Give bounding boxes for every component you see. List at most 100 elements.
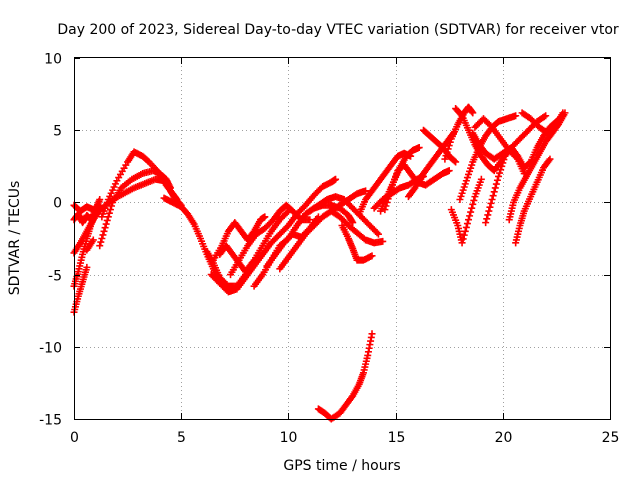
data-point	[105, 209, 113, 217]
data-point	[484, 211, 492, 219]
data-point	[96, 242, 104, 250]
data-point	[495, 172, 503, 180]
x-tick-label: 5	[177, 430, 186, 446]
data-point	[415, 144, 423, 152]
data-point	[349, 219, 357, 227]
data-point	[452, 158, 460, 166]
data-point	[362, 187, 370, 195]
series-arc-05	[70, 201, 104, 215]
data-point	[103, 216, 111, 224]
series-arc-06	[83, 236, 97, 254]
y-axis-label: SDTVAR / TECUs	[7, 181, 23, 296]
data-marks	[70, 103, 569, 423]
data-point	[498, 162, 506, 170]
data-point	[470, 196, 478, 204]
data-point	[467, 208, 475, 216]
data-point	[488, 196, 496, 204]
series-arc-34	[447, 175, 485, 247]
data-point	[102, 220, 110, 228]
data-point	[464, 216, 472, 224]
data-point	[106, 206, 114, 214]
y-tick-label: -10	[39, 341, 62, 357]
series-arc-38	[512, 155, 554, 247]
data-point	[382, 202, 390, 210]
data-point	[254, 253, 262, 261]
data-point	[99, 231, 107, 239]
series-arc-35	[482, 112, 567, 227]
data-point	[477, 175, 485, 183]
data-point	[261, 213, 269, 221]
data-point	[373, 229, 381, 237]
series-arc-13	[209, 213, 269, 264]
x-tick-label: 20	[495, 430, 513, 446]
y-tick-label: -15	[39, 413, 62, 429]
data-point	[97, 238, 105, 246]
data-point	[441, 155, 449, 163]
data-point	[546, 155, 554, 163]
data-point	[374, 230, 382, 238]
data-point	[460, 231, 468, 239]
data-point	[483, 215, 491, 223]
data-point	[463, 220, 471, 228]
data-point	[459, 235, 467, 243]
series-arc-27	[404, 129, 457, 201]
data-point	[306, 216, 314, 224]
data-point	[487, 199, 495, 207]
data-point	[253, 254, 261, 262]
series-arc-30	[441, 103, 477, 163]
data-point	[490, 188, 498, 196]
data-point	[89, 236, 97, 244]
data-point	[497, 166, 505, 174]
data-point	[540, 113, 548, 121]
series-arc-22	[314, 330, 376, 423]
data-point	[100, 227, 108, 235]
data-point	[492, 180, 500, 188]
data-point	[493, 176, 501, 184]
data-point	[462, 223, 470, 231]
x-axis: 0 5 10 15 20 25	[70, 58, 619, 446]
data-point	[542, 112, 550, 120]
data-point	[445, 167, 453, 175]
data-point	[500, 156, 508, 164]
data-point	[384, 195, 392, 203]
y-axis: -15 -10 -5 0 5 10	[39, 52, 610, 429]
data-point	[101, 224, 109, 232]
y-tick-label: 10	[44, 52, 62, 68]
data-point	[491, 184, 499, 192]
data-point	[489, 192, 497, 200]
y-tick-label: 5	[53, 124, 62, 140]
y-tick-label: -5	[48, 269, 62, 285]
data-point	[559, 109, 567, 117]
data-point	[444, 145, 452, 153]
data-point	[104, 213, 112, 221]
data-point	[461, 227, 469, 235]
data-point	[486, 203, 494, 211]
data-point	[469, 200, 477, 208]
x-tick-label: 0	[70, 430, 79, 446]
data-point	[443, 148, 451, 156]
data-point	[368, 252, 376, 260]
data-point	[368, 330, 376, 338]
data-point	[98, 235, 106, 242]
plot-frame	[74, 57, 611, 420]
data-point	[445, 142, 453, 150]
data-point	[332, 175, 340, 183]
data-point	[446, 138, 454, 146]
data-point	[545, 157, 553, 165]
series-arc-15	[227, 201, 314, 279]
y-tick-label: 0	[53, 196, 62, 212]
data-point	[466, 212, 474, 220]
data-point	[442, 152, 450, 160]
data-point	[468, 204, 476, 212]
series-arc-37	[518, 109, 567, 137]
x-tick-label: 25	[602, 430, 620, 446]
data-point	[379, 237, 387, 245]
series-arc-09	[91, 175, 185, 218]
data-point	[386, 188, 394, 196]
data-point	[385, 191, 393, 199]
data-point	[482, 219, 490, 227]
data-point	[451, 157, 459, 165]
data-point	[381, 206, 389, 214]
data-point	[283, 209, 291, 217]
